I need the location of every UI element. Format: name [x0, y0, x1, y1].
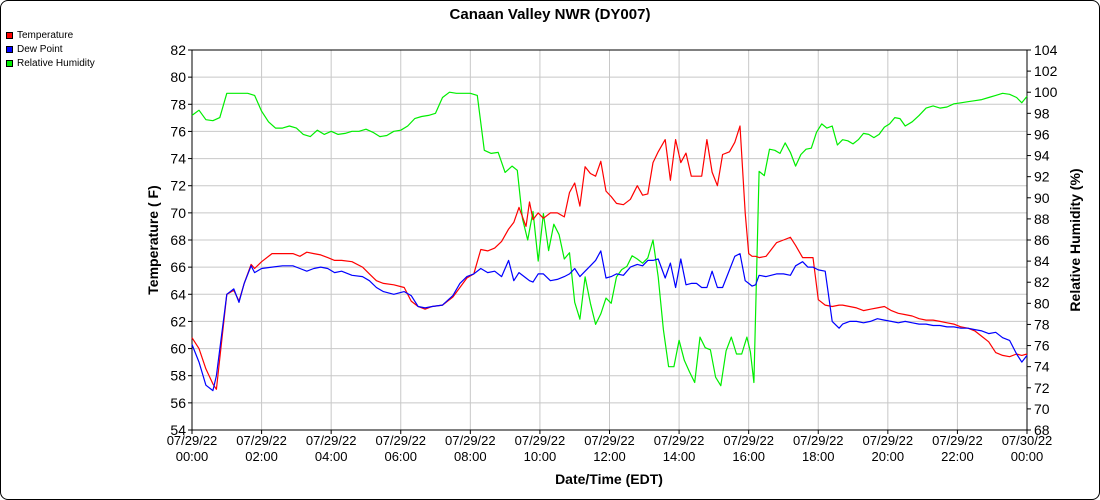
y-tick-label-left: 70 [170, 205, 186, 221]
x-tick-label-time: 14:00 [663, 449, 696, 464]
x-tick-label-date: 07/29/22 [932, 433, 983, 448]
y-tick-label-left: 80 [170, 69, 186, 85]
x-tick-label-date: 07/29/22 [445, 433, 496, 448]
x-tick-label-time: 00:00 [1011, 449, 1044, 464]
y-tick-label-right: 92 [1034, 169, 1050, 185]
legend-swatch-dew-point [6, 45, 13, 53]
y-tick-label-left: 72 [170, 178, 186, 194]
y-tick-label-right: 86 [1034, 232, 1050, 248]
y-tick-label-right: 76 [1034, 338, 1050, 354]
x-tick-label-date: 07/30/22 [1002, 433, 1053, 448]
x-tick-label-time: 02:00 [245, 449, 278, 464]
y-tick-label-right: 70 [1034, 401, 1050, 417]
x-tick-label-time: 22:00 [941, 449, 974, 464]
y-tick-label-left: 78 [170, 96, 186, 112]
x-tick-label-time: 04:00 [315, 449, 348, 464]
y-tick-label-left: 74 [170, 151, 186, 167]
legend-swatch-relative-humidity [6, 59, 13, 67]
series-line-relative-humidity [191, 91, 1028, 387]
y-tick-label-right: 100 [1034, 84, 1058, 100]
x-tick-label-date: 07/29/22 [167, 433, 218, 448]
y-tick-label-left: 54 [170, 422, 186, 438]
x-tick-label-date: 07/29/22 [515, 433, 566, 448]
x-axis-label: Date/Time (EDT) [555, 471, 663, 487]
y-tick-label-left: 62 [170, 313, 186, 329]
y-tick-label-left: 76 [170, 123, 186, 139]
x-tick-label-time: 10:00 [524, 449, 557, 464]
y-tick-label-right: 98 [1034, 105, 1050, 121]
y-tick-label-right: 74 [1034, 359, 1050, 375]
legend-swatch-temperature [6, 31, 13, 39]
y-tick-label-right: 80 [1034, 295, 1050, 311]
y-tick-label-right: 96 [1034, 126, 1050, 142]
x-tick-label-time: 08:00 [454, 449, 487, 464]
x-tick-label-date: 07/29/22 [793, 433, 844, 448]
x-tick-label-time: 06:00 [384, 449, 417, 464]
y-tick-label-left: 82 [170, 42, 186, 58]
series-lines [191, 91, 1028, 392]
y-tick-label-right: 68 [1034, 422, 1050, 438]
x-tick-label-date: 07/29/22 [236, 433, 287, 448]
grid-lines [191, 49, 1028, 431]
legend-label-relative-humidity: Relative Humidity [17, 57, 95, 69]
x-tick-label-time: 18:00 [802, 449, 835, 464]
x-tick-label-date: 07/29/22 [863, 433, 914, 448]
y-tick-label-right: 102 [1034, 63, 1058, 79]
legend-label-dew-point: Dew Point [17, 43, 63, 55]
y-tick-label-left: 56 [170, 395, 186, 411]
y-tick-label-right: 72 [1034, 380, 1050, 396]
y-axis-label-left: Temperature ( F) [145, 185, 161, 294]
legend-item-relative-humidity: Relative Humidity [6, 56, 95, 70]
series-line-dew-point [191, 250, 1028, 392]
axes: 54 56 58 60 62 64 66 68 70 72 74 76 78 80 82 68 70 72 74 76… [167, 42, 1058, 464]
x-tick-label-date: 07/29/22 [654, 433, 705, 448]
y-axis-label-right: Relative Humidity (%) [1067, 168, 1083, 311]
x-tick-label-date: 07/29/22 [723, 433, 774, 448]
x-tick-label-time: 12:00 [593, 449, 626, 464]
y-tick-label-left: 60 [170, 341, 186, 357]
x-tick-label-date: 07/29/22 [375, 433, 426, 448]
y-tick-label-right: 90 [1034, 190, 1050, 206]
chart-title: Canaan Valley NWR (DY007) [450, 6, 651, 23]
chart-legend: Temperature Dew Point Relative Humidity [6, 28, 95, 70]
y-tick-label-right: 94 [1034, 148, 1050, 164]
y-tick-label-left: 58 [170, 368, 186, 384]
y-tick-label-right: 104 [1034, 42, 1058, 58]
legend-item-dew-point: Dew Point [6, 42, 95, 56]
x-tick-label-date: 07/29/22 [584, 433, 635, 448]
y-tick-label-right: 84 [1034, 253, 1050, 269]
x-tick-label-date: 07/29/22 [306, 433, 357, 448]
y-tick-label-left: 68 [170, 232, 186, 248]
legend-item-temperature: Temperature [6, 28, 95, 42]
y-tick-label-right: 78 [1034, 316, 1050, 332]
x-tick-label-time: 00:00 [176, 449, 209, 464]
y-tick-label-left: 64 [170, 286, 186, 302]
y-tick-label-right: 82 [1034, 274, 1050, 290]
series-line-temperature [191, 125, 1028, 390]
y-tick-label-left: 66 [170, 259, 186, 275]
x-tick-label-time: 20:00 [872, 449, 905, 464]
legend-label-temperature: Temperature [17, 29, 74, 41]
x-tick-label-time: 16:00 [732, 449, 765, 464]
y-tick-label-right: 88 [1034, 211, 1050, 227]
